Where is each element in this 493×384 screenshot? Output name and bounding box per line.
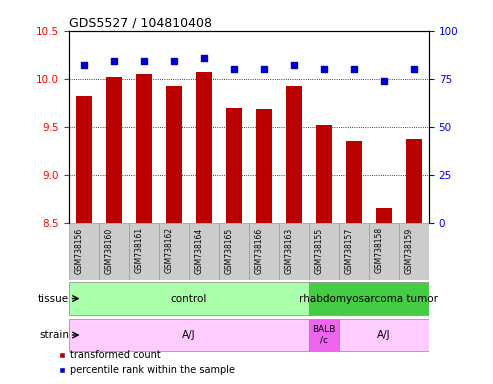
Bar <box>249 223 279 280</box>
Bar <box>106 77 122 223</box>
Bar <box>219 223 249 280</box>
Legend: transformed count, percentile rank within the sample: transformed count, percentile rank withi… <box>54 346 239 379</box>
Point <box>110 58 118 65</box>
Point <box>290 62 298 68</box>
Bar <box>339 319 429 351</box>
Point <box>80 62 88 68</box>
Text: GSM738160: GSM738160 <box>105 227 114 273</box>
Bar <box>346 141 362 223</box>
Bar <box>129 223 159 280</box>
Text: strain: strain <box>39 330 69 340</box>
Text: GSM738155: GSM738155 <box>315 227 324 273</box>
Bar <box>309 282 429 315</box>
Text: tissue: tissue <box>38 293 69 304</box>
Point <box>380 78 388 84</box>
Text: control: control <box>171 293 207 304</box>
Text: GSM738162: GSM738162 <box>165 227 174 273</box>
Text: A/J: A/J <box>377 330 391 340</box>
Bar <box>99 223 129 280</box>
Text: GSM738157: GSM738157 <box>345 227 354 273</box>
Bar <box>369 223 399 280</box>
Bar <box>309 319 339 351</box>
Bar <box>166 86 182 223</box>
Point <box>230 66 238 72</box>
Point <box>260 66 268 72</box>
Bar <box>339 223 369 280</box>
Text: GSM738159: GSM738159 <box>405 227 414 273</box>
Text: A/J: A/J <box>182 330 196 340</box>
Bar <box>76 96 92 223</box>
Bar <box>316 125 332 223</box>
Text: GSM738156: GSM738156 <box>75 227 84 273</box>
Text: BALB
/c: BALB /c <box>312 325 336 345</box>
Bar <box>69 319 309 351</box>
Text: GSM738164: GSM738164 <box>195 227 204 273</box>
Bar <box>69 282 309 315</box>
Bar <box>69 223 99 280</box>
Bar <box>196 72 212 223</box>
Bar <box>226 108 242 223</box>
Text: GSM738163: GSM738163 <box>285 227 294 273</box>
Bar <box>399 223 429 280</box>
Text: GDS5527 / 104810408: GDS5527 / 104810408 <box>69 17 212 30</box>
Bar <box>279 223 309 280</box>
Point <box>200 55 208 61</box>
Text: GSM738165: GSM738165 <box>225 227 234 273</box>
Point <box>170 58 178 65</box>
Point <box>410 66 418 72</box>
Bar <box>136 74 152 223</box>
Text: GSM738158: GSM738158 <box>375 227 384 273</box>
Bar <box>376 208 392 223</box>
Point <box>320 66 328 72</box>
Bar <box>286 86 302 223</box>
Text: GSM738166: GSM738166 <box>255 227 264 273</box>
Point <box>140 58 148 65</box>
Bar <box>189 223 219 280</box>
Bar <box>159 223 189 280</box>
Text: GSM738161: GSM738161 <box>135 227 144 273</box>
Bar <box>256 109 272 223</box>
Bar <box>406 139 422 223</box>
Text: rhabdomyosarcoma tumor: rhabdomyosarcoma tumor <box>299 293 438 304</box>
Point <box>350 66 358 72</box>
Bar <box>309 223 339 280</box>
